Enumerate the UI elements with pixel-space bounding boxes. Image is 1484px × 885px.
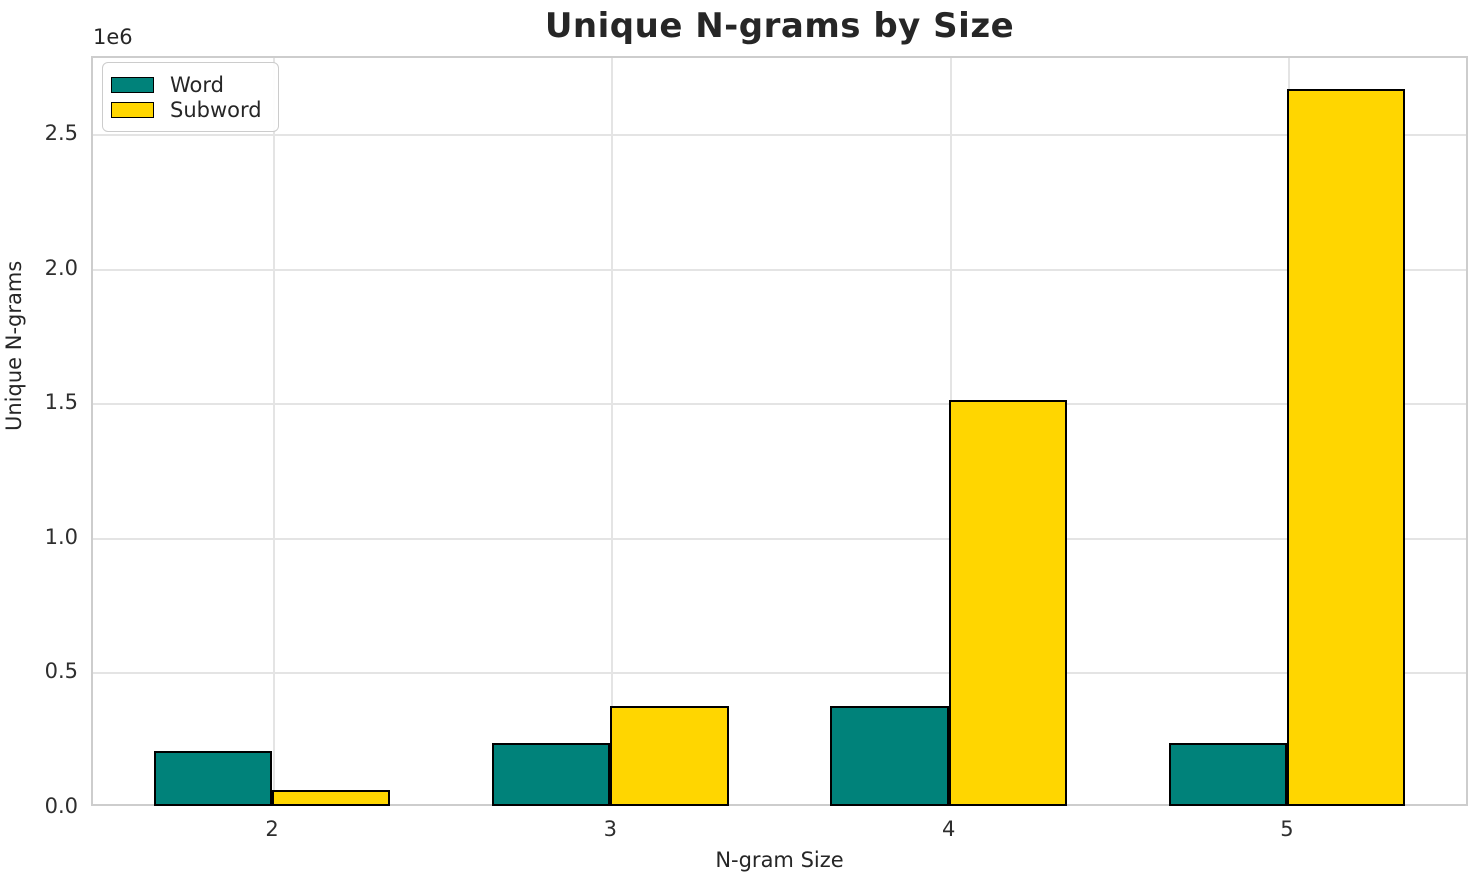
plot-area <box>91 56 1468 806</box>
legend-item-word: Word <box>111 72 262 97</box>
y-tick-label-1.0: 1.0 <box>44 524 78 549</box>
bar-word-3 <box>491 742 611 806</box>
legend-swatch-word <box>111 76 154 93</box>
y-tick-label-1.5: 1.5 <box>44 390 78 415</box>
legend-label-word: Word <box>170 72 224 97</box>
gridline-horizontal-0.5 <box>93 672 1466 675</box>
legend: Word Subword <box>102 62 279 132</box>
y-tick-label-0.5: 0.5 <box>44 659 78 684</box>
bar-subword-5 <box>1286 88 1406 806</box>
bar-word-4 <box>830 706 949 806</box>
legend-swatch-subword <box>111 101 154 118</box>
x-axis-label: N-gram Size <box>715 848 844 872</box>
legend-label-subword: Subword <box>170 97 262 122</box>
y-tick-label-2.0: 2.0 <box>44 255 78 280</box>
gridline-horizontal-2.0 <box>93 268 1466 271</box>
gridline-horizontal-1.0 <box>93 537 1466 540</box>
gridline-horizontal-2.5 <box>93 134 1466 137</box>
bar-word-5 <box>1168 742 1287 806</box>
y-axis-offset-label: 1e6 <box>93 25 133 49</box>
gridline-vertical-3 <box>611 58 614 804</box>
x-tick-label-2: 2 <box>265 817 279 841</box>
bar-subword-2 <box>272 789 391 806</box>
x-tick-label-5: 5 <box>1280 817 1294 841</box>
y-axis-label: Unique N-grams <box>2 260 26 431</box>
bar-subword-3 <box>610 706 729 806</box>
x-tick-label-4: 4 <box>941 817 956 841</box>
bar-subword-4 <box>948 399 1068 806</box>
y-tick-label-0.0: 0.0 <box>44 794 78 818</box>
gridline-vertical-2 <box>273 58 275 804</box>
legend-item-subword: Subword <box>111 97 262 122</box>
gridline-horizontal-1.5 <box>93 403 1466 406</box>
bar-word-2 <box>153 750 272 806</box>
y-tick-label-2.5: 2.5 <box>44 121 78 146</box>
chart-title: Unique N-grams by Size <box>544 6 1015 46</box>
x-tick-label-3: 3 <box>603 817 618 841</box>
